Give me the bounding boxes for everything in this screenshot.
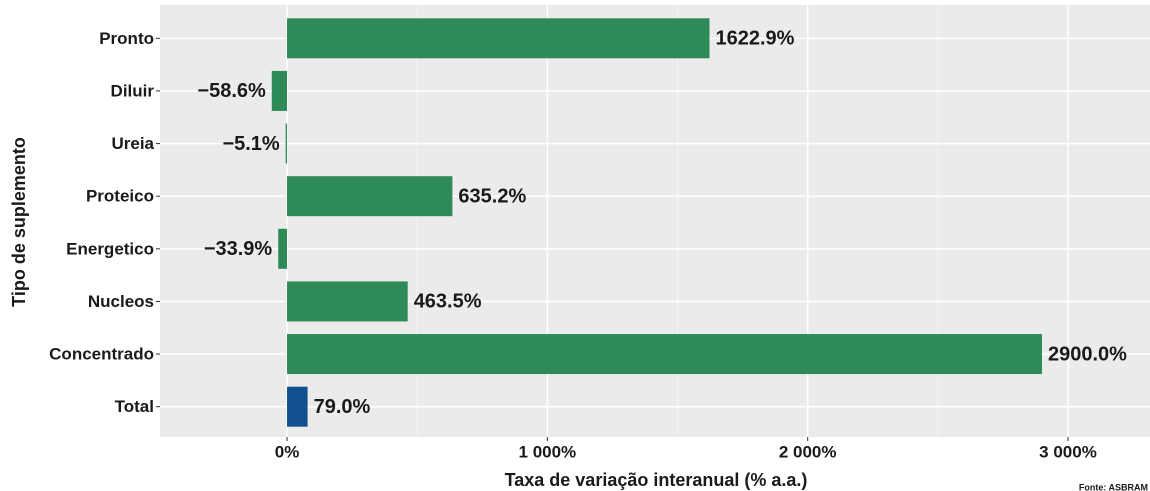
value-label: −33.9%	[204, 238, 273, 260]
bar	[285, 123, 288, 164]
bar	[287, 281, 408, 322]
bar	[287, 334, 1042, 375]
caption: Fonte: ASBRAM	[1079, 482, 1148, 491]
y-tick-label: Concentrado	[49, 345, 154, 364]
value-label: 79.0%	[314, 396, 371, 418]
value-label: 463.5%	[414, 291, 482, 313]
bar	[287, 386, 308, 427]
value-label: −5.1%	[222, 133, 279, 155]
value-label: 2900.0%	[1048, 343, 1127, 365]
x-tick-label: 2 000%	[779, 442, 837, 461]
y-tick-label: Pronto	[99, 29, 154, 48]
y-tick-label: Proteico	[86, 187, 154, 206]
y-tick-label: Nucleos	[88, 292, 154, 311]
y-axis-title: Tipo de suplemento	[9, 137, 29, 307]
y-tick-label: Ureia	[111, 134, 154, 153]
x-tick-label: 0%	[275, 442, 300, 461]
bar	[287, 176, 453, 217]
x-axis-title: Taxa de variação interanual (% a.a.)	[505, 470, 808, 490]
value-label: −58.6%	[197, 80, 266, 102]
y-tick-label: Total	[115, 397, 154, 416]
bar	[278, 228, 288, 269]
x-tick-label: 1 000%	[519, 442, 577, 461]
bar	[271, 70, 288, 111]
x-tick-label: 3 000%	[1039, 442, 1097, 461]
bar	[287, 18, 710, 59]
value-label: 635.2%	[458, 185, 526, 207]
y-tick-label: Diluir	[111, 81, 155, 100]
value-label: 1622.9%	[716, 28, 795, 50]
y-tick-label: Energetico	[66, 239, 154, 258]
